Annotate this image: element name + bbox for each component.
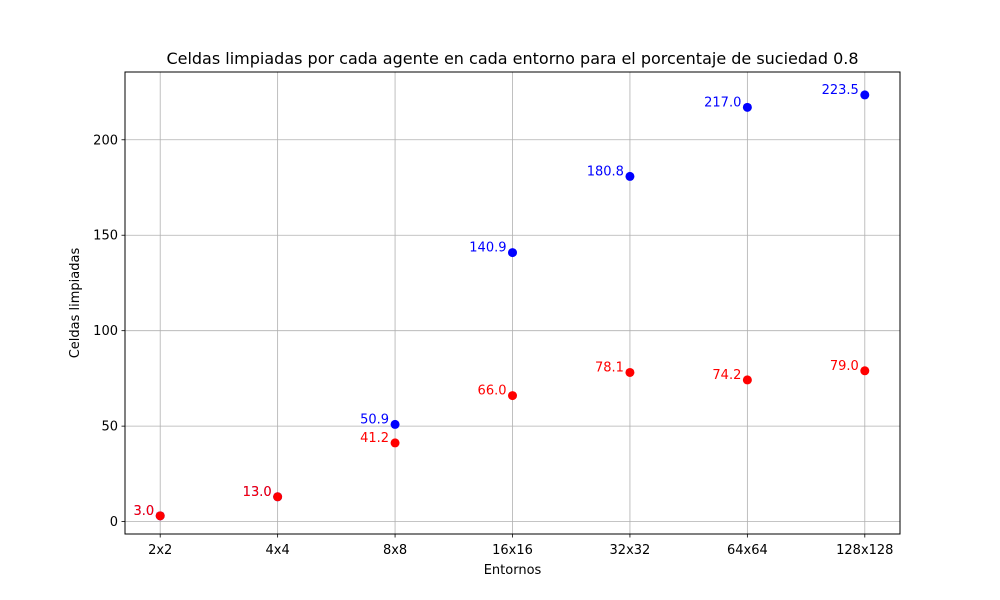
data-label: 180.8 [587, 164, 624, 179]
data-label: 13.0 [243, 485, 272, 500]
data-point [390, 438, 400, 448]
data-label: 3.0 [134, 504, 155, 519]
chart-title: Celdas limpiadas por cada agente en cada… [166, 49, 858, 68]
data-label: 41.2 [360, 431, 389, 446]
data-point [742, 375, 752, 385]
data-label: 66.0 [478, 384, 507, 399]
data-point [273, 492, 283, 502]
data-label: 74.2 [712, 368, 741, 383]
data-label: 79.0 [830, 359, 859, 374]
data-point [508, 391, 517, 401]
x-tick-label: 32x32 [610, 543, 651, 558]
y-axis-label: Celdas limpiadas [68, 248, 83, 359]
data-label: 78.1 [595, 360, 624, 375]
data-label: 217.0 [704, 95, 741, 110]
data-labels: 3.013.050.9140.9180.8217.0223.53.013.041… [134, 83, 859, 519]
y-axis-ticks: 0 50 100 150 200 [93, 133, 125, 530]
x-tick-label: 64x64 [727, 543, 768, 558]
y-tick-label: 100 [93, 324, 118, 339]
data-label: 223.5 [822, 83, 859, 98]
data-label: 3.0 [134, 504, 155, 519]
x-tick-label: 128x128 [836, 543, 893, 558]
data-point [860, 366, 870, 376]
data-point [625, 171, 635, 181]
x-tick-label: 4x4 [266, 543, 290, 558]
x-tick-label: 2x2 [148, 543, 172, 558]
data-label: 140.9 [469, 241, 506, 256]
data-point [155, 511, 165, 521]
data-points [155, 90, 870, 521]
x-axis-label: Entornos [484, 563, 542, 578]
y-tick-label: 50 [101, 420, 118, 435]
data-label: 50.9 [360, 412, 389, 427]
y-tick-label: 200 [93, 133, 118, 148]
data-point [625, 367, 635, 377]
x-tick-label: 16x16 [492, 543, 533, 558]
y-tick-label: 150 [93, 229, 118, 244]
x-axis-ticks: 2x2 4x4 8x8 16x16 32x32 64x64 128x128 [148, 534, 893, 558]
data-point [390, 419, 400, 429]
grid [125, 72, 900, 534]
data-label: 13.0 [243, 485, 272, 500]
x-tick-label: 8x8 [383, 543, 407, 558]
y-tick-label: 0 [110, 515, 118, 530]
data-point [742, 102, 752, 112]
data-point [508, 248, 517, 258]
data-point [860, 90, 870, 100]
